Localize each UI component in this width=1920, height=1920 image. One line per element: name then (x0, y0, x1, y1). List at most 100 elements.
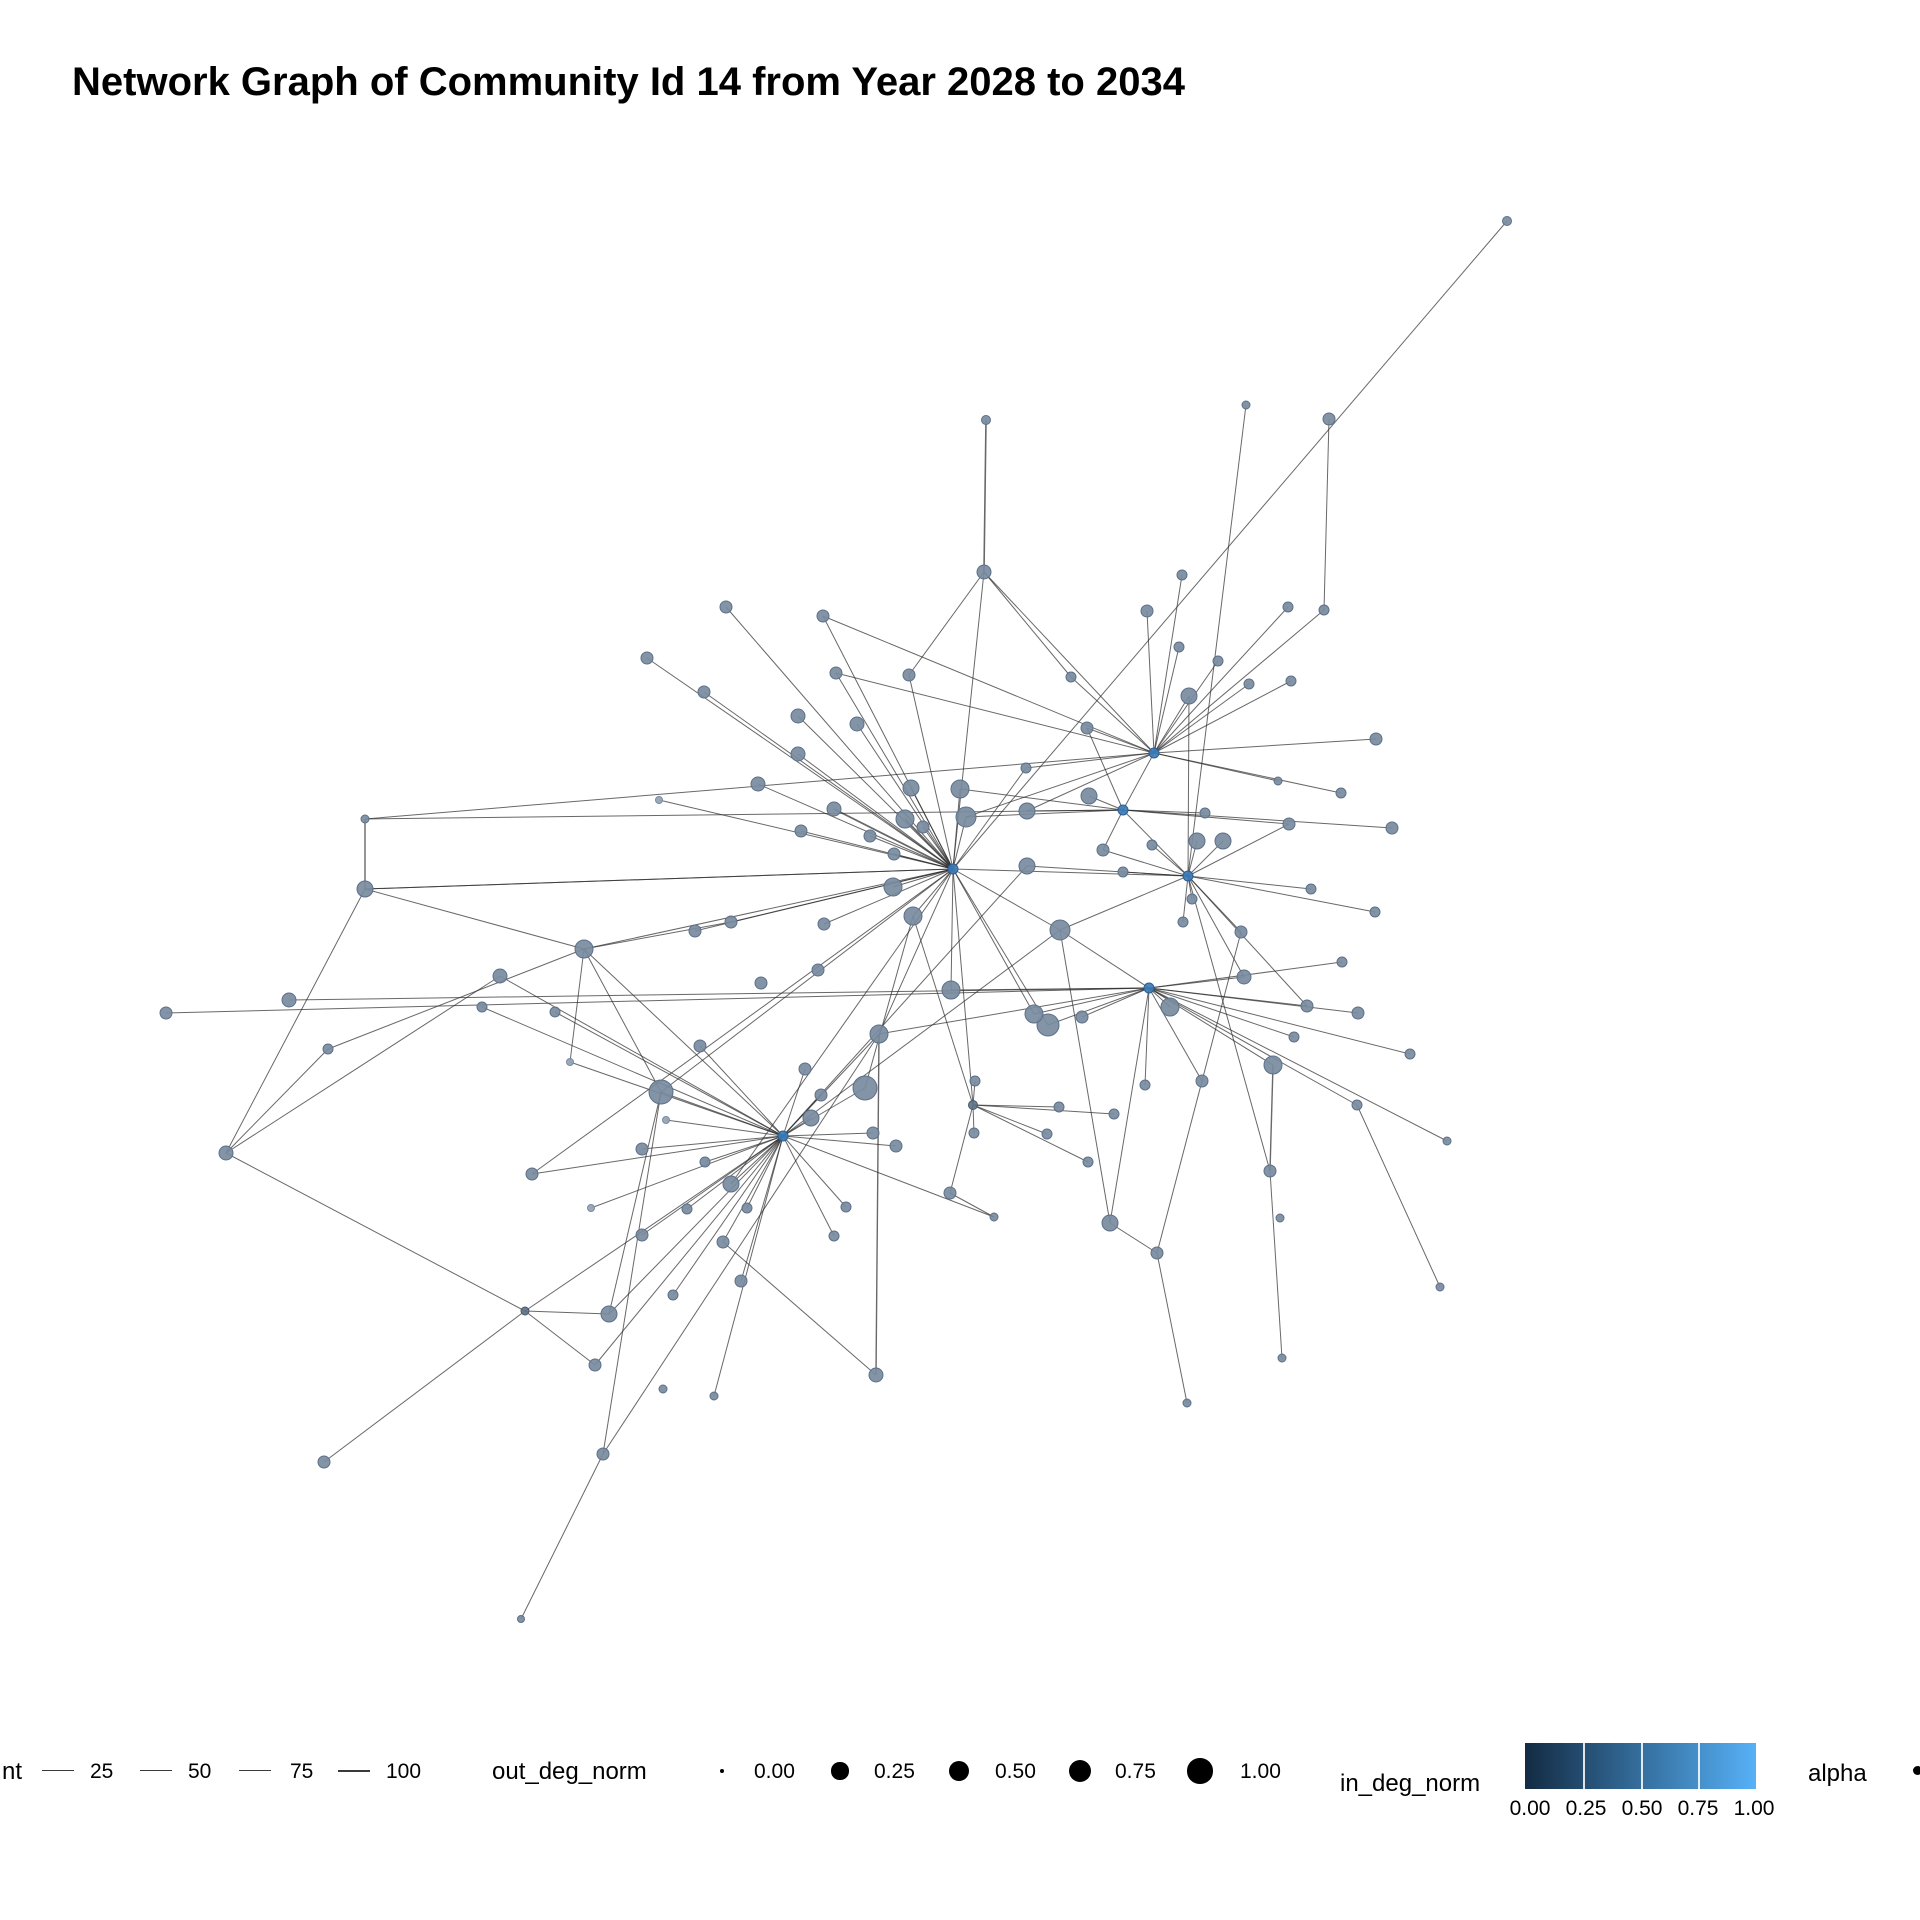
graph-node (895, 809, 915, 829)
graph-node (1351, 1099, 1363, 1111)
graph-edge (1086, 727, 1124, 811)
graph-node (1075, 1010, 1089, 1024)
graph-edge (1026, 752, 1155, 812)
graph-edge (660, 868, 954, 1093)
graph-edge (869, 835, 954, 870)
colorbar-label-0: 0.00 (1509, 1797, 1551, 1820)
out-deg-norm-dot-3 (1068, 1759, 1092, 1783)
colorbar-label-3: 0.75 (1677, 1797, 1719, 1820)
graph-edge (364, 868, 954, 890)
graph-node (1263, 1055, 1283, 1075)
graph-node (1148, 747, 1160, 759)
graph-edge (288, 987, 1150, 1001)
graph-node (1101, 1214, 1119, 1232)
graph-edge (1151, 844, 1189, 877)
graph-node (828, 1230, 840, 1242)
graph-edge (524, 1310, 596, 1366)
graph-edge (165, 987, 1150, 1014)
graph-node (1108, 1108, 1120, 1120)
graph-node (1214, 832, 1232, 850)
graph-node (741, 1202, 753, 1214)
graph-edge (910, 787, 954, 870)
graph-node (476, 1001, 488, 1013)
graph-node (716, 1235, 730, 1249)
graph-node (829, 666, 843, 680)
graph-edge (835, 672, 1155, 754)
graph-edge (972, 1104, 1115, 1115)
graph-node (719, 600, 733, 614)
graph-edge (782, 1068, 806, 1137)
graph-node (1049, 919, 1071, 941)
graph-edge (1182, 875, 1189, 923)
graph-edge (959, 788, 1124, 811)
graph-edge (912, 868, 954, 917)
graph-edge (1144, 987, 1150, 1086)
graph-edge (1323, 418, 1330, 611)
graph-node (1305, 883, 1317, 895)
graph-node (1140, 604, 1154, 618)
graph-edge (1153, 574, 1183, 754)
graph-node (697, 685, 711, 699)
graph-node (840, 1201, 852, 1213)
graph-node (1018, 802, 1036, 820)
graph-edge (730, 1135, 784, 1185)
graph-node (866, 1126, 880, 1140)
graph-node (648, 1079, 674, 1105)
graph-edge (952, 868, 974, 1106)
graph-edge (1122, 871, 1189, 877)
graph-edge (583, 921, 732, 950)
graph-node (1369, 906, 1381, 918)
graph-edge (875, 1033, 880, 1376)
graph-edge (583, 948, 784, 1137)
graph-edge (608, 1091, 662, 1315)
graph-node (1020, 762, 1032, 774)
graph-node (1160, 997, 1180, 1017)
graph-edge (1148, 987, 1203, 1082)
graph-edge (1156, 1252, 1188, 1404)
graph-edge (822, 615, 1155, 754)
graph-node (1243, 678, 1255, 690)
graph-node (814, 1088, 828, 1102)
graph-edge (364, 888, 585, 950)
graph-node (969, 1075, 981, 1087)
graph-edge (782, 1132, 874, 1137)
graph-edge (740, 1135, 784, 1282)
graph-node (1036, 1013, 1060, 1037)
graph-node (1180, 687, 1198, 705)
graph-node (1146, 839, 1158, 851)
graph-node (868, 1367, 884, 1383)
graph-node (1041, 1128, 1053, 1140)
graph-node (1173, 641, 1185, 653)
out-deg-label-4: 1.00 (1240, 1760, 1281, 1783)
graph-edge (602, 1091, 662, 1455)
colorbar-tick-025 (1582, 1743, 1585, 1789)
out-deg-norm-dot-2 (949, 1761, 969, 1781)
graph-node (281, 992, 297, 1008)
graph-node (1186, 893, 1198, 905)
graph-node (1024, 1004, 1044, 1024)
graph-edge (856, 723, 954, 870)
graph-node (520, 1306, 530, 1316)
graph-node (887, 847, 901, 861)
graph-edge (983, 571, 1155, 754)
graph-node (1182, 870, 1194, 882)
graph-edge (327, 948, 585, 1050)
graph-edge (1187, 695, 1190, 877)
graph-node (750, 776, 766, 792)
graph-edge (1102, 809, 1124, 851)
graph-edge (608, 1135, 784, 1315)
graph-node (734, 1274, 748, 1288)
graph-node (955, 806, 977, 828)
graph-edge (1153, 606, 1289, 754)
graph-edge (1187, 875, 1271, 1172)
graph-node (681, 1203, 693, 1215)
graph-edge (524, 1135, 784, 1312)
graph-node (1065, 671, 1077, 683)
graph-node (817, 917, 831, 931)
graph-edge (893, 853, 954, 870)
graph-node (667, 1289, 679, 1301)
graph-edge (952, 868, 1061, 931)
graph-edge (972, 1104, 1048, 1135)
graph-node (852, 1075, 878, 1101)
